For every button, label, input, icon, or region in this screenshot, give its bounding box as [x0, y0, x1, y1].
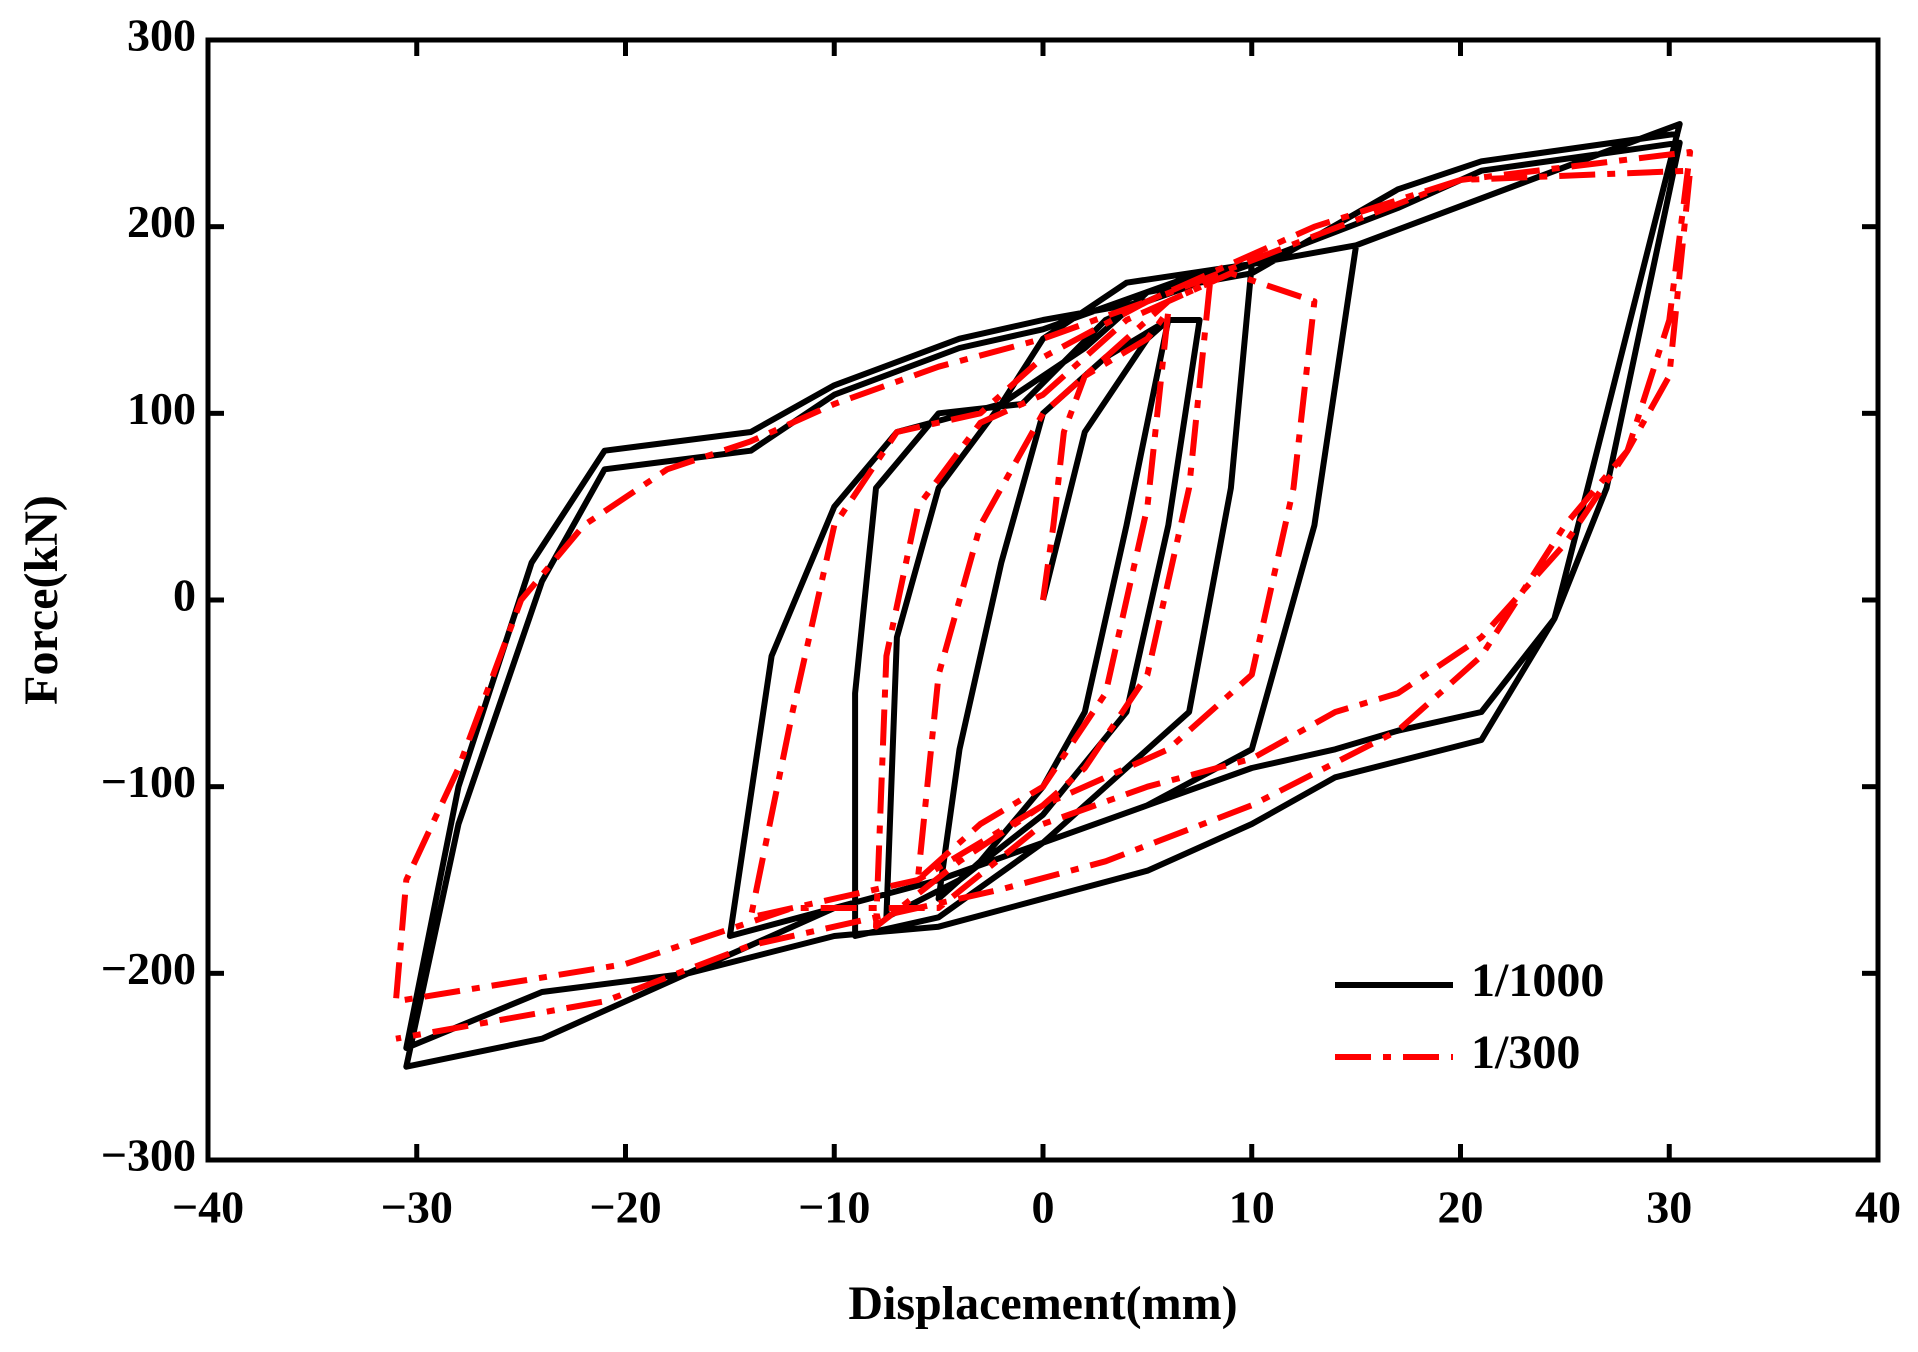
x-tick-label: −40 — [172, 1182, 244, 1233]
y-tick-label: −100 — [101, 756, 196, 807]
y-tick-label: 300 — [127, 10, 196, 61]
y-tick-label: −200 — [101, 943, 196, 994]
x-tick-label: 20 — [1438, 1182, 1484, 1233]
y-tick-label: 100 — [127, 383, 196, 434]
x-tick-label: 10 — [1229, 1182, 1275, 1233]
y-tick-label: 0 — [173, 570, 196, 621]
x-tick-label: −30 — [381, 1182, 453, 1233]
legend-label: 1/300 — [1471, 1026, 1580, 1079]
legend-label: 1/1000 — [1471, 954, 1604, 1007]
x-tick-label: −10 — [798, 1182, 870, 1233]
series-line — [403, 121, 1683, 1070]
y-axis-label: Force(kN) — [15, 495, 68, 705]
y-tick-label: 200 — [127, 196, 196, 247]
y-tick-label: −300 — [101, 1130, 196, 1181]
x-tick-label: 30 — [1646, 1182, 1692, 1233]
series-line — [392, 149, 1694, 1042]
x-tick-label: 0 — [1032, 1182, 1055, 1233]
x-tick-label: −20 — [589, 1182, 661, 1233]
x-tick-label: 40 — [1855, 1182, 1901, 1233]
x-axis-label: Displacement(mm) — [848, 1277, 1237, 1330]
